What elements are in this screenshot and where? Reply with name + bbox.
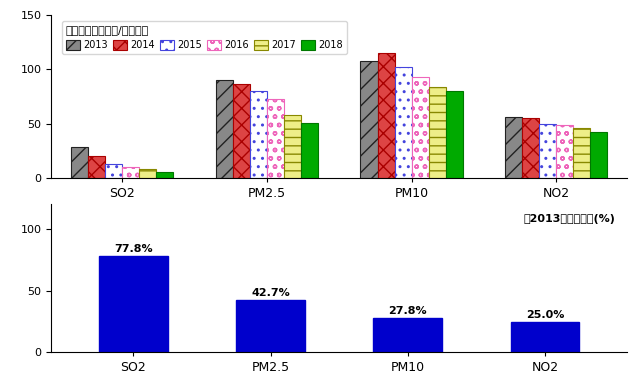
Bar: [522, 118, 540, 178]
Bar: [139, 170, 156, 178]
Bar: [573, 128, 590, 178]
Bar: [378, 53, 394, 178]
Bar: [236, 300, 305, 352]
Bar: [556, 125, 573, 178]
Bar: [122, 167, 139, 178]
Bar: [590, 132, 607, 178]
Bar: [284, 115, 301, 178]
Bar: [412, 77, 429, 178]
Text: 27.8%: 27.8%: [388, 306, 427, 316]
Text: 25.0%: 25.0%: [525, 310, 564, 320]
Bar: [360, 60, 378, 178]
Bar: [88, 156, 105, 178]
Bar: [99, 256, 168, 352]
Bar: [216, 80, 233, 178]
Bar: [374, 318, 442, 352]
Bar: [267, 99, 284, 178]
Bar: [429, 87, 445, 178]
Bar: [233, 85, 250, 178]
Bar: [394, 67, 412, 178]
Bar: [540, 124, 556, 178]
Bar: [505, 117, 522, 178]
Bar: [156, 171, 173, 178]
Text: 77.8%: 77.8%: [114, 244, 153, 255]
Bar: [301, 122, 318, 178]
Bar: [105, 164, 122, 178]
Bar: [445, 91, 463, 178]
Legend: 2013, 2014, 2015, 2016, 2017, 2018: 2013, 2014, 2015, 2016, 2017, 2018: [62, 22, 347, 54]
Bar: [511, 322, 579, 352]
Text: 42.7%: 42.7%: [252, 288, 290, 298]
Bar: [250, 91, 267, 178]
Bar: [71, 147, 88, 178]
Text: 与2013年相比降幅(%): 与2013年相比降幅(%): [524, 214, 616, 224]
